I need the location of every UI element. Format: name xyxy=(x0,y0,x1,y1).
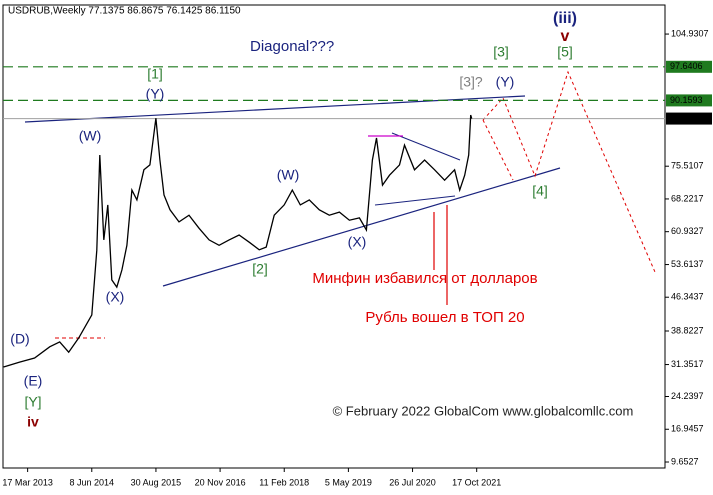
annotation: [5] xyxy=(557,44,573,60)
y-tick-label: 24.2397 xyxy=(671,391,704,401)
annotation: (X) xyxy=(348,234,367,250)
y-tick-label: 60.9327 xyxy=(671,226,704,236)
y-tick-label: 16.9457 xyxy=(671,424,704,434)
level-label: 97.6406 xyxy=(670,61,703,71)
annotation: v xyxy=(561,28,570,45)
annotation: (D) xyxy=(10,331,29,347)
annotation: (E) xyxy=(24,373,43,389)
y-tick-label: 75.5107 xyxy=(671,161,704,171)
annotation: [3]? xyxy=(459,74,483,90)
y-tick-label: 31.3517 xyxy=(671,359,704,369)
projection xyxy=(482,119,514,181)
annotation: (W) xyxy=(277,167,300,183)
projection xyxy=(482,70,656,273)
annotation: [3] xyxy=(493,44,509,60)
y-tick-label: 53.6137 xyxy=(671,259,704,269)
y-tick-label: 9.6527 xyxy=(671,456,699,466)
annotation: [1] xyxy=(147,66,163,82)
x-tick-label: 20 Nov 2016 xyxy=(195,477,246,487)
annotation: (X) xyxy=(106,289,125,305)
annotation: (Y) xyxy=(496,74,515,90)
annotation: Рубль вошел в ТОП 20 xyxy=(365,309,524,326)
trendline xyxy=(374,195,456,206)
x-tick-label: 8 Jun 2014 xyxy=(70,477,115,487)
annotation: © February 2022 GlobalCom www.globalcoml… xyxy=(333,403,634,418)
level-label-box xyxy=(666,94,712,107)
level-label-box xyxy=(666,60,712,73)
plot-frame xyxy=(2,4,666,469)
annotation: [Y] xyxy=(24,394,41,410)
trendline xyxy=(391,132,461,161)
annotation: Diagonal??? xyxy=(250,38,334,55)
x-tick-label: 5 May 2019 xyxy=(325,477,372,487)
x-tick-label: 30 Aug 2015 xyxy=(131,477,182,487)
annotation: (iii) xyxy=(553,10,577,27)
chart-title: USDRUB,Weekly 77.1375 86.8675 76.1425 86… xyxy=(8,6,241,17)
annotation: [2] xyxy=(252,261,268,277)
x-tick-label: 17 Oct 2021 xyxy=(452,477,501,487)
y-tick-label: 104.9307 xyxy=(671,28,709,38)
last-price-label: 86.1150 xyxy=(670,113,702,123)
x-tick-label: 26 Jul 2020 xyxy=(389,477,436,487)
y-tick-label: 38.8227 xyxy=(671,325,704,335)
annotation: (Y) xyxy=(146,86,165,102)
annotation: [4] xyxy=(532,183,548,199)
annotation: Минфин избавился от долларов xyxy=(312,270,537,287)
level-label: 90.1593 xyxy=(670,95,703,105)
y-tick-label: 46.3437 xyxy=(671,292,704,302)
trendline xyxy=(162,167,561,287)
annotation: (W) xyxy=(79,128,102,144)
x-tick-label: 17 Mar 2013 xyxy=(2,477,53,487)
price-line xyxy=(3,114,473,368)
x-tick-label: 11 Feb 2018 xyxy=(259,477,309,487)
annotation: iv xyxy=(27,414,39,430)
y-tick-label: 68.2217 xyxy=(671,193,704,203)
last-price-box xyxy=(666,112,712,125)
